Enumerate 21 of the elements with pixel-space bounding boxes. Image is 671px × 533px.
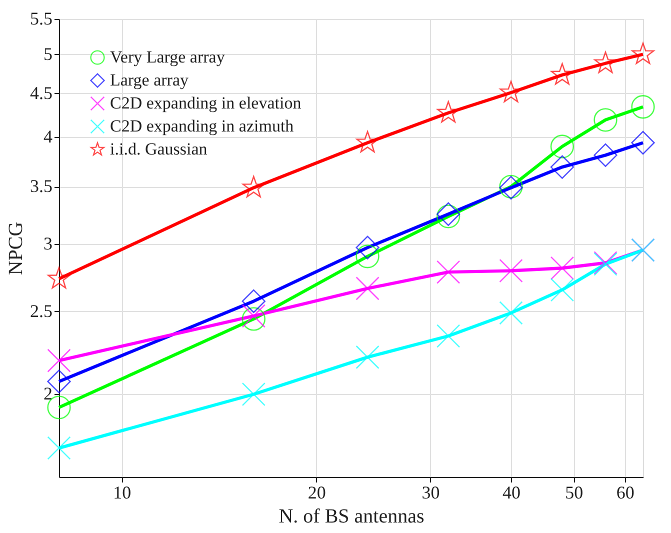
- x-tick-label: 30: [422, 482, 440, 502]
- legend-label: Large array: [110, 70, 189, 90]
- x-tick-label: 20: [308, 482, 326, 502]
- x-tick-label: 10: [113, 482, 132, 502]
- y-tick-label: 5: [44, 44, 52, 64]
- x-tick-label: 40: [502, 482, 520, 502]
- y-tick-label: 4: [44, 126, 52, 147]
- legend-label: i.i.d. Gaussian: [110, 140, 208, 158]
- legend-label: Very Large array: [110, 48, 226, 66]
- y-axis-title: NPCG: [5, 222, 27, 276]
- y-tick-label: 4.5: [30, 82, 52, 103]
- x-tick-label: 50: [565, 482, 584, 502]
- y-tick-label: 2.5: [30, 300, 52, 321]
- y-tick-label: 3.5: [30, 176, 52, 196]
- x-axis-title: N. of BS antennas: [278, 506, 424, 528]
- y-tick-label: 3: [44, 233, 52, 254]
- x-tick-label: 60: [616, 482, 634, 502]
- legend-label: C2D expanding in elevation: [110, 94, 302, 112]
- legend-label: C2D expanding in azimuth: [110, 116, 294, 136]
- y-tick-label: 5.5: [30, 8, 52, 28]
- y-tick-label: 2: [44, 384, 52, 404]
